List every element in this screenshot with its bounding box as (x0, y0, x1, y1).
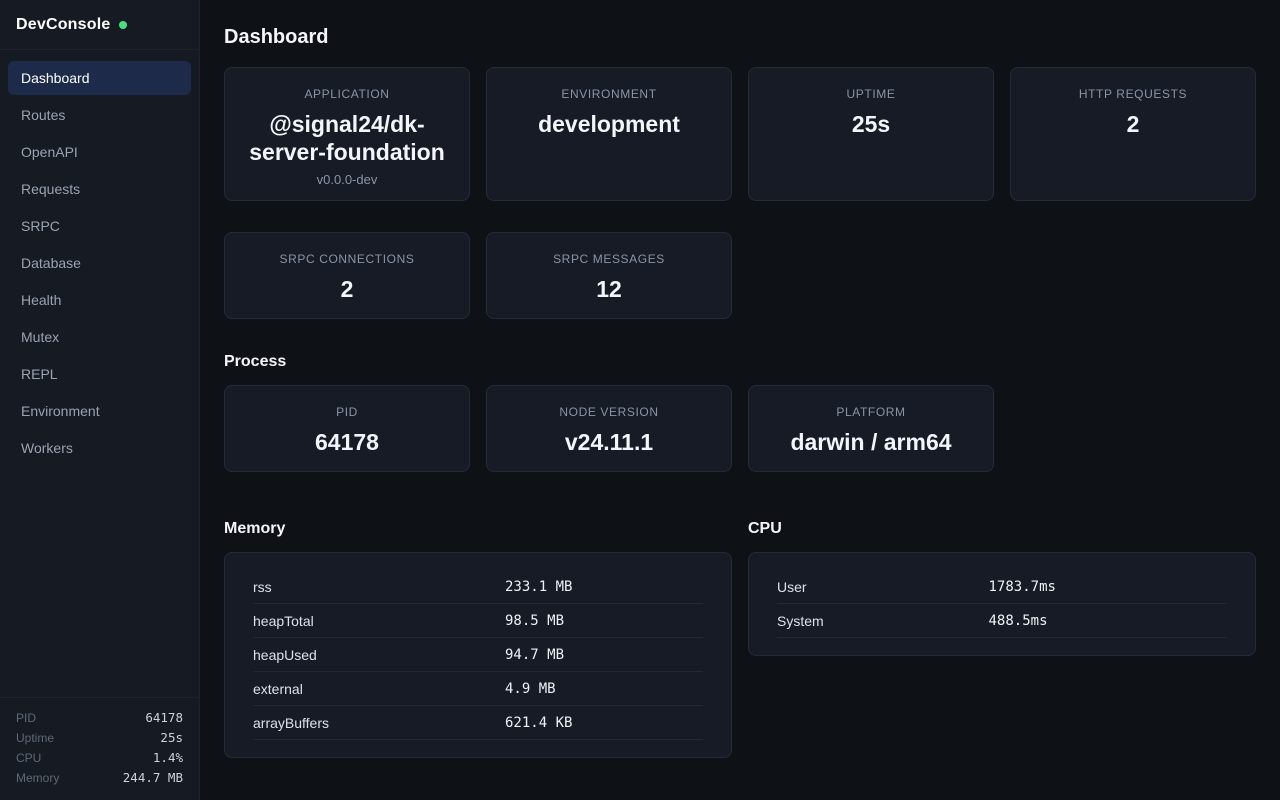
stat-label: SRPC CONNECTIONS (279, 252, 415, 266)
sidebar-item-requests[interactable]: Requests (21, 181, 81, 197)
stat-card-environment: ENVIRONMENT development (486, 67, 732, 201)
footer-stat-label: Memory (16, 771, 60, 785)
stats-grid-primary: APPLICATION @signal24/dk-server-foundati… (224, 67, 1256, 201)
stat-value: 2 (1126, 111, 1140, 137)
sidebar-item-repl[interactable]: REPL (21, 366, 58, 382)
process-section: Process PID 64178 NODE VERSION v24.11.1 … (224, 351, 1256, 472)
table-row: rss 233.1 MB (253, 570, 703, 604)
sidebar-item-database[interactable]: Database (21, 255, 81, 271)
row-label: heapUsed (253, 646, 317, 663)
stat-value: 12 (596, 276, 622, 302)
section-title-memory: Memory (224, 520, 286, 537)
row-value: 233.1 MB (505, 578, 573, 595)
cpu-section: CPU User 1783.7ms System 488.5ms (748, 518, 1256, 656)
stat-card-application: APPLICATION @signal24/dk-server-foundati… (224, 67, 470, 201)
stats-grid-srpc: SRPC CONNECTIONS 2 SRPC MESSAGES 12 (224, 232, 1256, 319)
row-label: heapTotal (253, 612, 314, 629)
stat-label: HTTP REQUESTS (1078, 87, 1188, 101)
stat-card-pid: PID 64178 (224, 385, 470, 472)
row-value: 94.7 MB (505, 646, 565, 663)
stat-value: 2 (340, 276, 354, 302)
table-row: heapUsed 94.7 MB (253, 638, 703, 672)
stat-label: SRPC MESSAGES (553, 252, 665, 266)
row-label: User (777, 578, 807, 595)
status-dot-icon (119, 21, 128, 29)
table-row: heapTotal 98.5 MB (253, 604, 703, 638)
stat-card-uptime: UPTIME 25s (748, 67, 994, 201)
sidebar: DevConsole Dashboard Routes OpenAPI Requ… (0, 0, 200, 800)
memory-table: rss 233.1 MB heapTotal 98.5 MB heapUsed … (224, 552, 732, 758)
stat-value: darwin / arm64 (790, 429, 952, 455)
table-row: external 4.9 MB (253, 672, 703, 706)
row-value: 1783.7ms (988, 578, 1056, 595)
stat-value: @signal24/dk-server-foundation (249, 111, 445, 165)
main-content: Dashboard APPLICATION @signal24/dk-serve… (200, 0, 1280, 800)
row-label: external (253, 680, 303, 697)
footer-stat-uptime: Uptime 25s (16, 728, 183, 748)
detail-tables: Memory rss 233.1 MB heapTotal 98.5 MB he… (224, 518, 1256, 758)
memory-section: Memory rss 233.1 MB heapTotal 98.5 MB he… (224, 518, 732, 758)
section-title-process: Process (224, 353, 287, 370)
footer-stat-value: 64178 (145, 710, 183, 725)
stat-label: PLATFORM (836, 405, 906, 419)
table-row: System 488.5ms (777, 604, 1227, 638)
sidebar-item-srpc[interactable]: SRPC (21, 218, 60, 234)
sidebar-item-workers[interactable]: Workers (21, 440, 73, 456)
stat-label: PID (336, 405, 358, 419)
stat-card-http-requests: HTTP REQUESTS 2 (1010, 67, 1256, 201)
sidebar-item-openapi[interactable]: OpenAPI (21, 144, 78, 160)
table-row: User 1783.7ms (777, 570, 1227, 604)
stat-value: v24.11.1 (564, 429, 654, 455)
sidebar-item-routes[interactable]: Routes (21, 107, 66, 123)
row-value: 98.5 MB (505, 612, 565, 629)
stat-subtext: v0.0.0-dev (316, 172, 378, 187)
footer-stat-pid: PID 64178 (16, 708, 183, 728)
row-value: 4.9 MB (505, 680, 556, 697)
footer-stat-label: CPU (16, 751, 42, 765)
cpu-table: User 1783.7ms System 488.5ms (748, 552, 1256, 656)
stat-card-srpc-connections: SRPC CONNECTIONS 2 (224, 232, 470, 319)
stat-card-node-version: NODE VERSION v24.11.1 (486, 385, 732, 472)
footer-stat-memory: Memory 244.7 MB (16, 768, 183, 788)
stat-card-platform: PLATFORM darwin / arm64 (748, 385, 994, 472)
stat-label: APPLICATION (304, 87, 390, 101)
row-label: System (777, 612, 824, 629)
process-grid: PID 64178 NODE VERSION v24.11.1 PLATFORM… (224, 385, 1256, 472)
footer-stat-value: 1.4% (152, 750, 183, 765)
sidebar-footer: PID 64178 Uptime 25s CPU 1.4% Memory 244… (0, 697, 199, 800)
row-value: 488.5ms (988, 612, 1048, 629)
row-value: 621.4 KB (505, 714, 573, 731)
app-title: DevConsole (16, 15, 111, 33)
sidebar-item-environment[interactable]: Environment (21, 403, 100, 419)
footer-stat-label: Uptime (16, 731, 55, 745)
stat-label: ENVIRONMENT (561, 87, 657, 101)
sidebar-item-health[interactable]: Health (21, 292, 62, 308)
section-title-cpu: CPU (748, 520, 782, 537)
footer-stat-value: 244.7 MB (122, 770, 183, 785)
stat-value: 25s (851, 111, 891, 137)
table-row: arrayBuffers 621.4 KB (253, 706, 703, 740)
footer-stat-cpu: CPU 1.4% (16, 748, 183, 768)
stat-value: 64178 (315, 429, 379, 455)
stat-value: development (538, 111, 680, 137)
stat-label: NODE VERSION (559, 405, 659, 419)
stat-label: UPTIME (846, 87, 896, 101)
sidebar-item-mutex[interactable]: Mutex (21, 329, 60, 345)
stat-card-srpc-messages: SRPC MESSAGES 12 (486, 232, 732, 319)
row-label: arrayBuffers (253, 714, 329, 731)
sidebar-item-dashboard[interactable]: Dashboard (8, 61, 191, 95)
footer-stat-label: PID (16, 711, 37, 725)
sidebar-header: DevConsole (0, 0, 199, 50)
page-title: Dashboard (224, 26, 329, 48)
row-label: rss (253, 578, 272, 595)
footer-stat-value: 25s (160, 730, 183, 745)
sidebar-nav: Dashboard Routes OpenAPI Requests SRPC D… (0, 50, 199, 479)
